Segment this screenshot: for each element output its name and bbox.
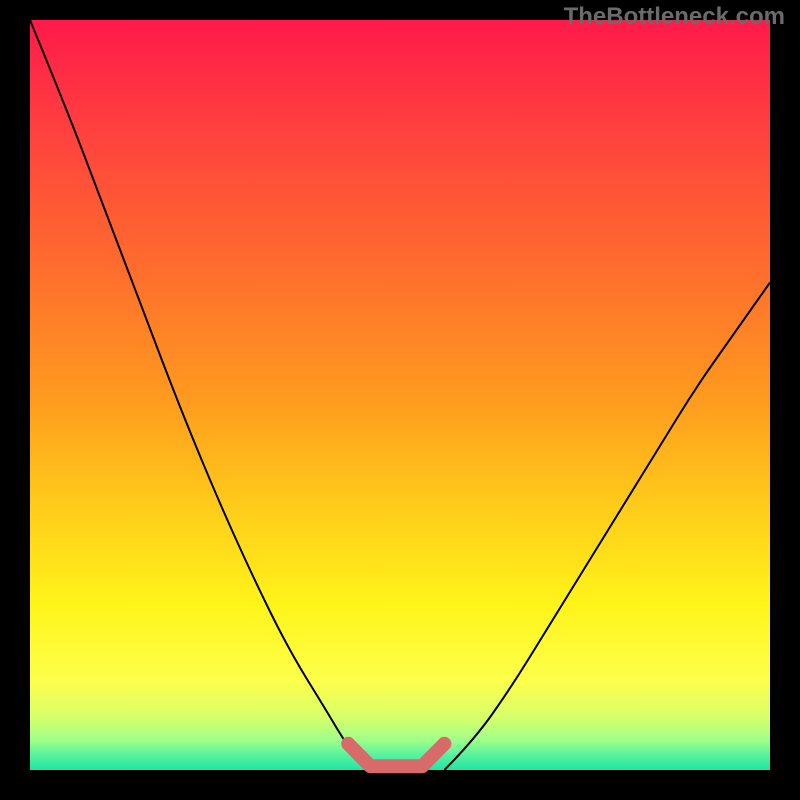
left-curve xyxy=(30,20,370,770)
trough-highlight xyxy=(348,744,444,767)
watermark-text: TheBottleneck.com xyxy=(564,3,785,31)
right-curve xyxy=(444,283,770,771)
curves-svg xyxy=(0,0,800,800)
